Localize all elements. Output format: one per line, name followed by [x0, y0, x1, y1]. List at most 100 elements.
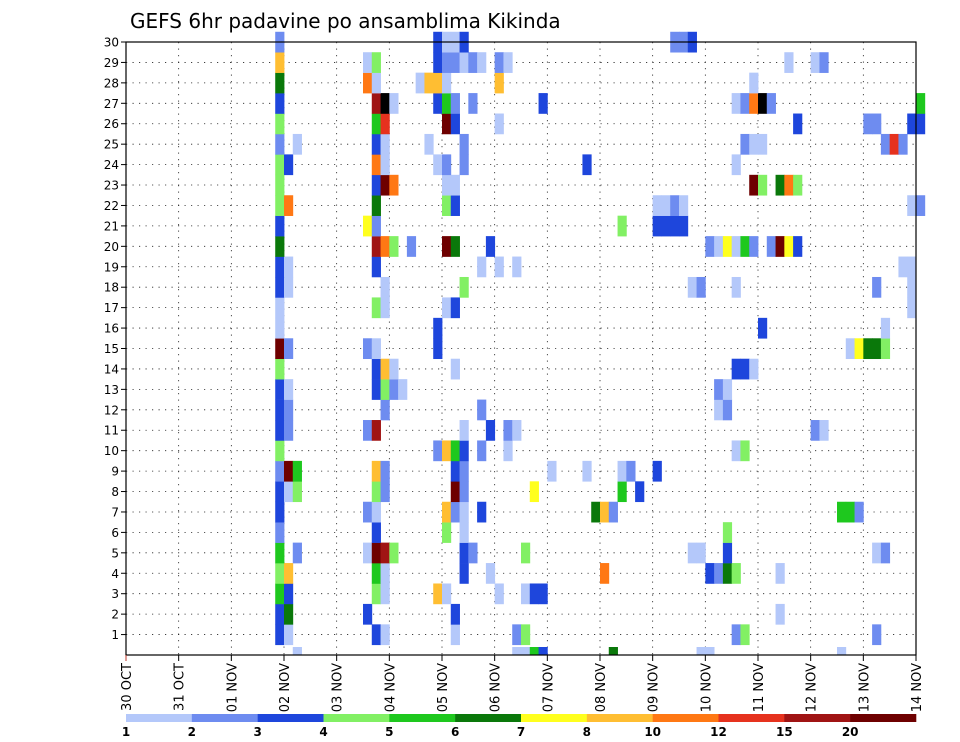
- heatmap-cell: [275, 583, 285, 605]
- y-tick-label: 24: [104, 158, 119, 172]
- heatmap-cell: [652, 215, 662, 237]
- heatmap-cell: [819, 52, 829, 73]
- colorbar-swatch: [389, 714, 456, 722]
- heatmap-cell: [468, 52, 478, 73]
- heatmap-cell: [626, 460, 636, 482]
- colorbar-swatch: [323, 714, 390, 722]
- heatmap-cell: [275, 133, 285, 155]
- heatmap-cell: [371, 358, 381, 380]
- heatmap-cell: [371, 501, 381, 523]
- heatmap-cell: [845, 338, 855, 360]
- heatmap-cell: [714, 563, 724, 584]
- heatmap-cell: [731, 624, 741, 646]
- heatmap-cell: [389, 236, 399, 257]
- heatmap-cell: [275, 93, 285, 114]
- heatmap-cell: [450, 603, 460, 625]
- heatmap-cell: [494, 583, 504, 605]
- heatmap-cell: [837, 501, 847, 523]
- x-tick-label: 01 NOV: [225, 663, 240, 712]
- heatmap-cell: [731, 563, 741, 584]
- heatmap-cell: [652, 195, 662, 216]
- heatmap-cell: [380, 379, 390, 400]
- heatmap-cell: [450, 93, 460, 114]
- heatmap-cell: [872, 276, 882, 298]
- heatmap-cell: [512, 647, 522, 656]
- y-tick-label: 20: [104, 240, 119, 254]
- heatmap-cell: [363, 215, 373, 237]
- heatmap-cell: [371, 460, 381, 482]
- heatmap-cell: [442, 113, 452, 135]
- heatmap-cell: [872, 338, 882, 360]
- x-tick-label: 08 NOV: [594, 663, 609, 712]
- heatmap-cell: [872, 542, 882, 564]
- heatmap-cell: [679, 215, 689, 237]
- heatmap-cell: [705, 647, 715, 656]
- y-tick-label: 25: [104, 138, 119, 152]
- heatmap-cell: [275, 440, 285, 462]
- heatmap-cell: [284, 154, 294, 176]
- heatmap-cell: [731, 93, 741, 114]
- y-tick-label: 3: [111, 587, 119, 601]
- x-tick-label: 10 NOV: [699, 663, 714, 712]
- heatmap-cell: [503, 420, 513, 441]
- heatmap-cell: [284, 195, 294, 216]
- heatmap-cell: [494, 256, 504, 278]
- y-tick-label: 18: [104, 281, 119, 295]
- heatmap-cell: [433, 52, 443, 73]
- colorbar-swatch: [126, 714, 193, 722]
- heatmap-cell: [442, 52, 452, 73]
- heatmap-cell: [731, 358, 741, 380]
- colorbar-tick-label: 1: [122, 725, 130, 739]
- heatmap-cell: [284, 583, 294, 605]
- heatmap-cell: [591, 501, 601, 523]
- heatmap-cell: [758, 174, 768, 196]
- heatmap-cell: [371, 256, 381, 278]
- heatmap-cell: [284, 276, 294, 298]
- heatmap-cell: [775, 603, 785, 625]
- y-tick-label: 5: [111, 546, 119, 560]
- heatmap-cell: [731, 440, 741, 462]
- heatmap-cell: [275, 624, 285, 646]
- heatmap-cell: [380, 460, 390, 482]
- x-tick-label: 06 NOV: [489, 663, 504, 712]
- heatmap-cell: [275, 603, 285, 625]
- heatmap-cell: [363, 603, 373, 625]
- heatmap-cell: [363, 52, 373, 73]
- heatmap-cell: [450, 195, 460, 216]
- heatmap-cell: [687, 542, 697, 564]
- heatmap-cell: [845, 501, 855, 523]
- heatmap-cell: [284, 379, 294, 400]
- heatmap-cell: [459, 154, 469, 176]
- heatmap-cell: [442, 501, 452, 523]
- heatmap-cell: [363, 338, 373, 360]
- heatmap-cell: [538, 583, 548, 605]
- heatmap-cell: [916, 195, 926, 216]
- heatmap-cell: [608, 501, 618, 523]
- heatmap-cell: [371, 563, 381, 584]
- heatmap-cell: [714, 379, 724, 400]
- heatmap-cell: [617, 481, 627, 503]
- y-tick-label: 1: [111, 628, 119, 642]
- heatmap-cell: [433, 317, 443, 339]
- heatmap-cell: [485, 236, 496, 257]
- heatmap-cell: [450, 440, 460, 462]
- heatmap-cell: [705, 236, 715, 257]
- heatmap-cell: [907, 113, 917, 135]
- heatmap-cell: [380, 93, 390, 114]
- heatmap-cell: [284, 338, 294, 360]
- heatmap-cell: [854, 338, 864, 360]
- heatmap-cell: [477, 501, 487, 523]
- heatmap-cell: [371, 297, 381, 319]
- heatmap-cell: [275, 399, 285, 421]
- heatmap-cell: [371, 154, 381, 176]
- heatmap-cell: [740, 236, 750, 257]
- heatmap-cell: [529, 583, 539, 605]
- heatmap-cell: [450, 174, 460, 196]
- heatmap-cell: [371, 72, 381, 94]
- colorbar-tick-label: 20: [842, 725, 859, 739]
- colorbar-tick-label: 12: [710, 725, 727, 739]
- heatmap-cell: [371, 236, 381, 257]
- heatmap-cell: [380, 358, 390, 380]
- heatmap-cell: [749, 358, 759, 380]
